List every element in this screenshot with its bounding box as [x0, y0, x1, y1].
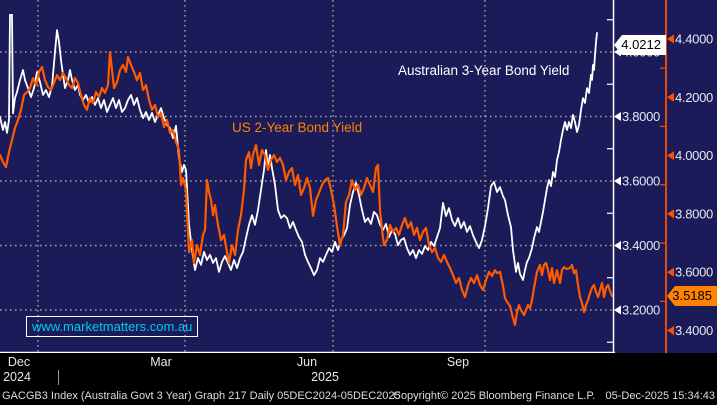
orange-axis-tick-label: 4.0000	[675, 148, 713, 163]
orange-axis-tick-arrow	[667, 34, 674, 44]
footer-security-description: GACGB3 Index (Australia Govt 3 Year) Gra…	[2, 390, 401, 402]
orange-axis-tick-arrow	[667, 209, 674, 219]
orange-axis-tick-arrow	[667, 151, 674, 161]
orange-axis-tick-label: 3.4000	[675, 323, 713, 338]
x-axis-month-label: Mar	[150, 355, 172, 369]
x-axis-year-label: 2024	[3, 370, 31, 384]
watermark-link[interactable]: www.marketmatters.com.au	[26, 316, 199, 337]
last-price-badge-us-2-year: 3.5185	[667, 286, 717, 306]
series-label-us-2-year: US 2-Year Bond Yield	[232, 120, 363, 135]
white-axis-tick-label: 3.8000	[622, 109, 660, 124]
white-axis-tick-arrow	[614, 240, 621, 250]
x-axis-year-label: 2025	[311, 370, 339, 384]
orange-axis-tick-label: 4.2000	[675, 90, 713, 105]
white-axis-tick-arrow	[614, 176, 621, 186]
series-line-australian-3-year	[0, 13, 598, 281]
white-axis-tick-label: 3.4000	[622, 238, 660, 253]
white-axis-tick-arrow	[614, 111, 621, 121]
x-axis-month-label: Dec	[7, 355, 31, 369]
orange-axis-tick-label: 3.8000	[675, 206, 713, 221]
year-separator-line	[58, 370, 59, 385]
last-price-badge-australian-3-year: 4.0212	[614, 35, 666, 55]
orange-axis-tick-arrow	[667, 92, 674, 102]
x-axis-label-band: Dec Mar Jun Sep 2024 2025	[0, 353, 717, 386]
orange-axis-tick-label: 3.6000	[675, 265, 713, 280]
x-axis-month-label: Sep	[446, 355, 470, 369]
white-axis-tick-label: 3.2000	[622, 302, 660, 317]
white-axis-tick-label: 3.6000	[622, 173, 660, 188]
white-axis-tick-arrow	[614, 305, 621, 315]
footer-copyright: Copyright© 2025 Bloomberg Finance L.P.	[393, 390, 596, 402]
x-axis-month-label: Jun	[296, 355, 318, 369]
footer-timestamp: 05-Dec-2025 15:34:43	[605, 390, 715, 402]
series-line-us-2-year	[0, 50, 614, 327]
orange-axis-tick-label: 4.4000	[675, 32, 713, 47]
series-label-australian-3-year: Australian 3-Year Bond Yield	[398, 63, 570, 78]
orange-axis-tick-arrow	[667, 267, 674, 277]
orange-axis-tick-arrow	[667, 326, 674, 336]
footer-bar: GACGB3 Index (Australia Govt 3 Year) Gra…	[0, 386, 717, 405]
